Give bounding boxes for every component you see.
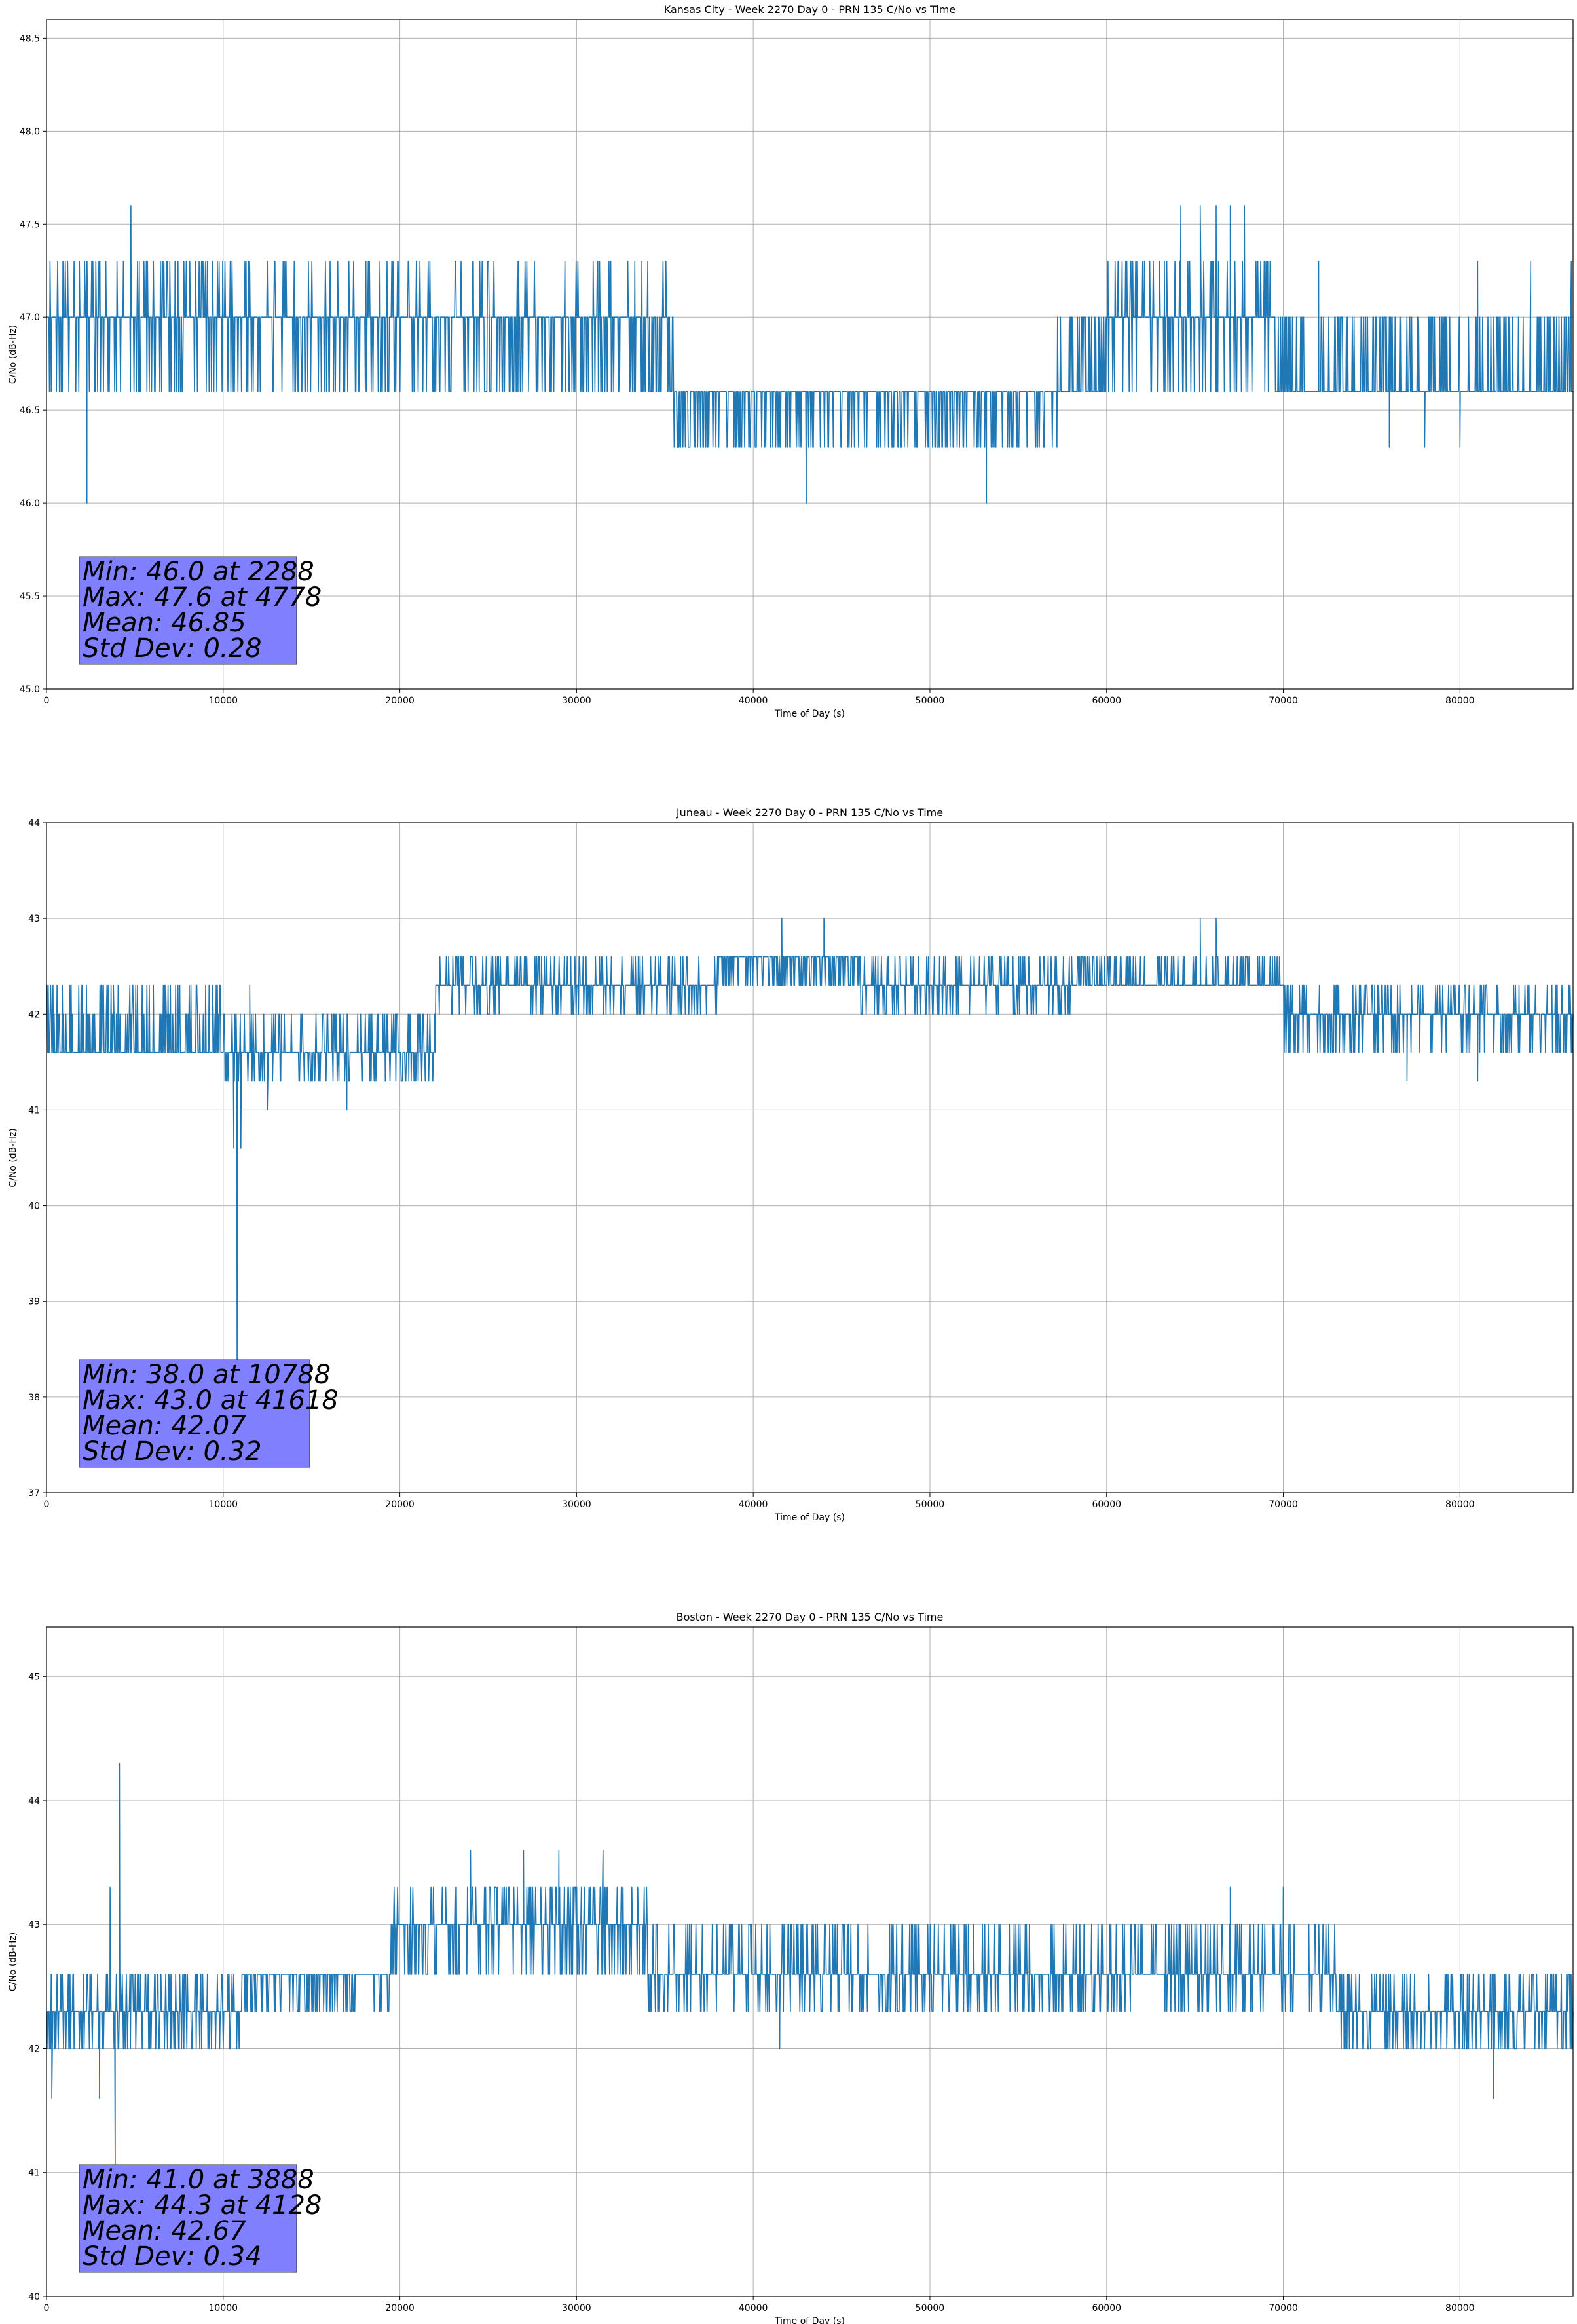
x-tick-label: 50000 [916, 2303, 945, 2314]
y-tick-label: 42 [28, 2044, 40, 2054]
y-tick-label: 44 [28, 818, 40, 829]
stats-line: Min: 38.0 at 10788 [83, 1360, 331, 1390]
x-tick-label: 80000 [1445, 1499, 1475, 1510]
x-tick-label: 0 [44, 1499, 50, 1510]
y-tick-label: 47.5 [20, 219, 40, 230]
stats-line: Std Dev: 0.32 [83, 1436, 262, 1467]
y-tick-label: 40 [28, 1201, 40, 1212]
x-tick-label: 10000 [209, 1499, 238, 1510]
x-tick-label: 80000 [1445, 696, 1475, 706]
y-tick-label: 47.0 [20, 312, 40, 323]
stats-line: Max: 44.3 at 4128 [83, 2190, 322, 2221]
stats-line: Mean: 42.07 [83, 1411, 246, 1441]
x-tick-label: 20000 [385, 1499, 415, 1510]
x-tick-label: 10000 [209, 2303, 238, 2314]
y-tick-label: 48.5 [20, 33, 40, 44]
x-tick-label: 60000 [1092, 1499, 1121, 1510]
x-tick-label: 0 [44, 2303, 50, 2314]
stats-line: Std Dev: 0.28 [83, 633, 262, 664]
x-tick-label: 50000 [916, 1499, 945, 1510]
y-tick-label: 39 [28, 1297, 40, 1307]
y-axis-label: C/No (dB-Hz) [8, 1128, 18, 1187]
x-tick-label: 60000 [1092, 2303, 1121, 2314]
x-axis-label: Time of Day (s) [774, 709, 845, 719]
chart-title: Boston - Week 2270 Day 0 - PRN 135 C/No … [677, 1611, 944, 1623]
y-tick-label: 48.0 [20, 126, 40, 137]
y-tick-label: 45 [28, 1672, 40, 1683]
y-tick-label: 43 [28, 1920, 40, 1930]
x-tick-label: 40000 [739, 696, 768, 706]
x-tick-label: 40000 [739, 1499, 768, 1510]
cno-series-line [46, 918, 1574, 1398]
x-tick-label: 80000 [1445, 2303, 1475, 2314]
stats-line: Std Dev: 0.34 [83, 2241, 262, 2272]
x-tick-label: 70000 [1269, 696, 1298, 706]
chart-panel-2: 0 10000 20000 30000 40000 50000 60000 70000 8000… [8, 806, 1574, 1523]
stats-box [79, 556, 297, 665]
y-tick-label: 44 [28, 1796, 40, 1807]
y-tick-label: 37 [28, 1488, 40, 1499]
stats-line: Mean: 42.67 [83, 2216, 246, 2246]
y-tick-label: 40 [28, 2292, 40, 2302]
x-tick-label: 40000 [739, 2303, 768, 2314]
chart-panel-1: 0 10000 20000 30000 40000 50000 60000 70000 8000… [8, 3, 1574, 719]
y-tick-label: 41 [28, 2168, 40, 2179]
x-axis-label: Time of Day (s) [774, 2316, 845, 2324]
y-tick-label: 38 [28, 1393, 40, 1403]
x-axis-label: Time of Day (s) [774, 1512, 845, 1523]
stats-line: Max: 43.0 at 41618 [83, 1385, 339, 1415]
cno-series-line [46, 205, 1573, 504]
x-tick-label: 70000 [1269, 2303, 1298, 2314]
x-tick-label: 60000 [1092, 696, 1121, 706]
y-tick-label: 45.0 [20, 684, 40, 695]
y-axis-label: C/No (dB-Hz) [8, 325, 18, 384]
stats-line: Max: 47.6 at 4778 [83, 582, 322, 612]
stats-line: Min: 41.0 at 3888 [83, 2165, 314, 2195]
stats-line: Min: 46.0 at 2288 [83, 557, 314, 587]
y-axis-label: C/No (dB-Hz) [8, 1932, 18, 1991]
stats-line: Mean: 46.85 [83, 608, 246, 638]
stats-box [79, 2164, 297, 2273]
x-tick-label: 20000 [385, 696, 415, 706]
plot-area-frame [46, 1626, 1574, 2297]
x-tick-label: 20000 [385, 2303, 415, 2314]
y-tick-label: 41 [28, 1105, 40, 1115]
chart-panel-3: 0 10000 20000 30000 40000 50000 60000 70000 8000… [8, 1611, 1574, 2324]
x-tick-label: 30000 [562, 2303, 591, 2314]
x-tick-label: 30000 [562, 696, 591, 706]
y-tick-label: 46.0 [20, 498, 40, 509]
x-tick-label: 10000 [209, 696, 238, 706]
x-tick-label: 70000 [1269, 1499, 1298, 1510]
chart-title: Kansas City - Week 2270 Day 0 - PRN 135 … [664, 3, 955, 16]
y-tick-label: 42 [28, 1009, 40, 1020]
x-tick-label: 50000 [916, 696, 945, 706]
plot-area-frame [46, 19, 1574, 690]
y-tick-label: 43 [28, 914, 40, 924]
y-tick-label: 46.5 [20, 405, 40, 416]
y-tick-label: 45.5 [20, 591, 40, 602]
x-tick-label: 30000 [562, 1499, 591, 1510]
cno-series-line [46, 1763, 1574, 2173]
plot-area-frame [46, 822, 1574, 1493]
stats-box [79, 1359, 310, 1468]
x-tick-label: 0 [44, 696, 50, 706]
chart-title: Juneau - Week 2270 Day 0 - PRN 135 C/No … [676, 806, 943, 819]
